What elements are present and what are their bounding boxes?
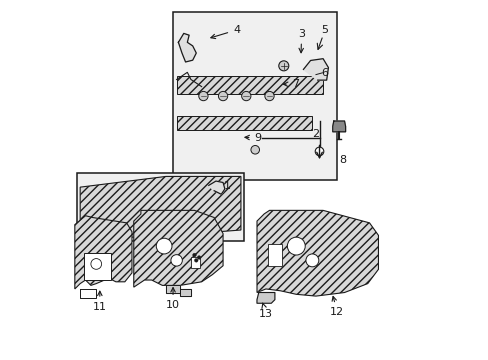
Polygon shape — [134, 210, 223, 287]
Text: 9: 9 — [244, 133, 261, 143]
Text: 10: 10 — [166, 288, 180, 310]
Circle shape — [194, 258, 198, 262]
Circle shape — [287, 237, 305, 255]
Circle shape — [241, 91, 250, 101]
Polygon shape — [257, 210, 378, 296]
Text: 11: 11 — [93, 291, 106, 312]
Polygon shape — [303, 59, 328, 80]
Polygon shape — [176, 76, 323, 94]
Text: 12: 12 — [329, 296, 344, 317]
Circle shape — [197, 256, 201, 259]
Circle shape — [156, 238, 172, 254]
Bar — [190, 257, 200, 267]
Polygon shape — [80, 176, 241, 237]
Text: 7: 7 — [283, 79, 298, 89]
Polygon shape — [75, 216, 132, 289]
Circle shape — [198, 91, 207, 101]
Polygon shape — [176, 116, 312, 130]
Text: 13: 13 — [259, 303, 272, 319]
Text: 8: 8 — [338, 156, 345, 165]
Circle shape — [250, 145, 259, 154]
Text: 1: 1 — [224, 181, 231, 192]
Polygon shape — [332, 121, 345, 132]
Polygon shape — [208, 181, 224, 194]
Circle shape — [218, 91, 227, 101]
Bar — [267, 244, 282, 266]
Bar — [173, 12, 337, 180]
Circle shape — [315, 147, 323, 156]
Circle shape — [264, 91, 274, 101]
Circle shape — [305, 254, 318, 267]
Circle shape — [91, 258, 102, 269]
Polygon shape — [257, 293, 274, 303]
Text: 5: 5 — [321, 25, 328, 35]
Polygon shape — [178, 33, 196, 62]
Text: 3: 3 — [298, 28, 305, 53]
Bar — [83, 253, 110, 280]
Circle shape — [278, 61, 288, 71]
Circle shape — [192, 253, 196, 257]
Circle shape — [171, 255, 182, 266]
Polygon shape — [165, 285, 190, 296]
Text: 2: 2 — [312, 129, 319, 139]
Bar — [77, 173, 244, 241]
Text: 6: 6 — [321, 68, 328, 78]
Text: 4: 4 — [210, 25, 240, 39]
